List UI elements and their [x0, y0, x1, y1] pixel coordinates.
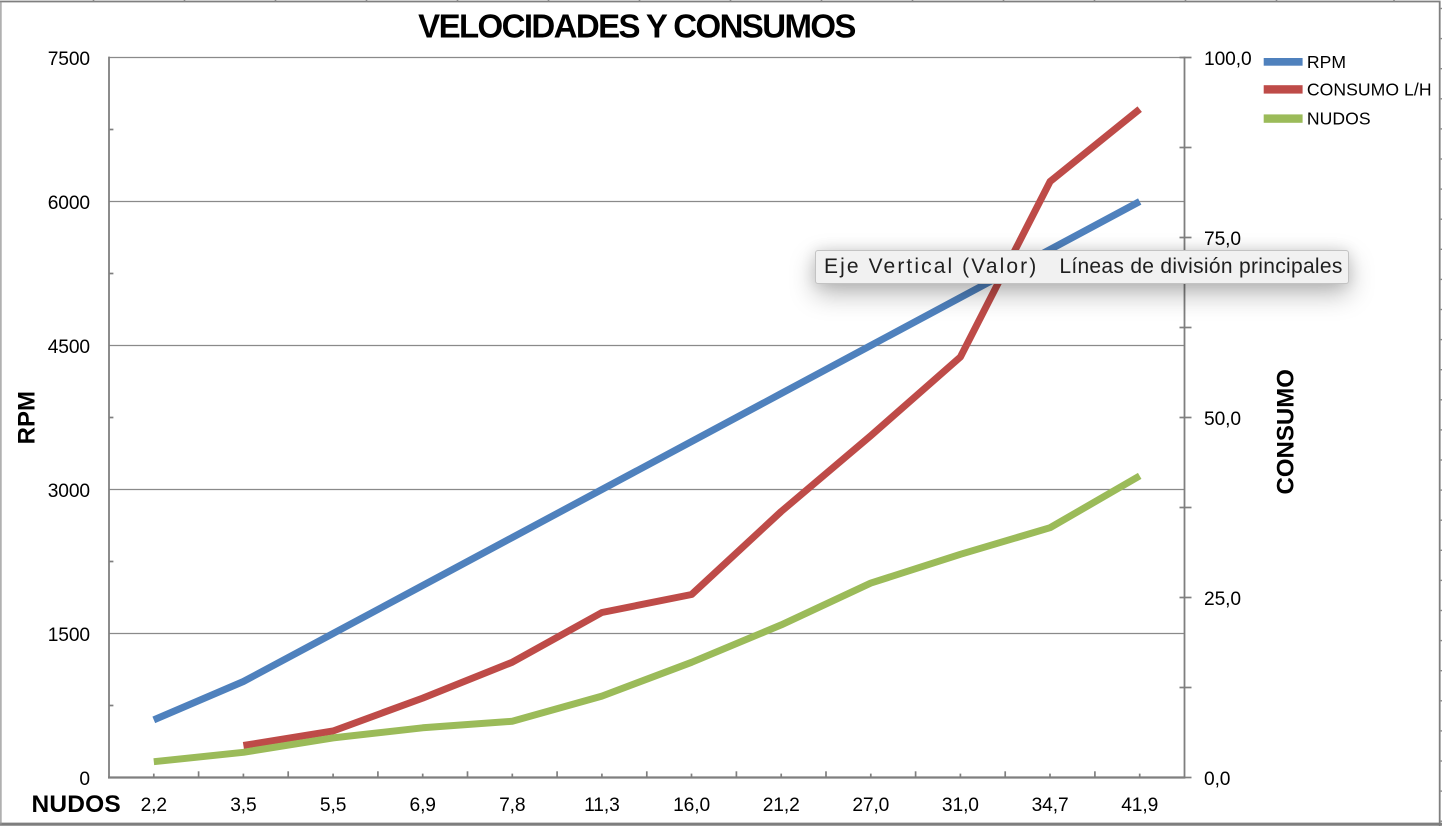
svg-text:21,2: 21,2 — [763, 795, 800, 816]
svg-text:1500: 1500 — [48, 625, 90, 646]
svg-text:100,0: 100,0 — [1204, 49, 1252, 70]
svg-text:5,5: 5,5 — [320, 795, 346, 816]
svg-text:50,0: 50,0 — [1204, 409, 1241, 430]
svg-text:31,0: 31,0 — [942, 795, 979, 816]
svg-text:NUDOS: NUDOS — [1307, 109, 1371, 129]
svg-text:4500: 4500 — [48, 337, 90, 358]
svg-text:6,9: 6,9 — [410, 795, 436, 816]
svg-text:25,0: 25,0 — [1204, 589, 1241, 610]
svg-text:7500: 7500 — [48, 49, 90, 70]
svg-text:41,9: 41,9 — [1121, 795, 1158, 816]
svg-text:0,0: 0,0 — [1204, 769, 1230, 790]
svg-text:27,0: 27,0 — [852, 795, 889, 816]
svg-text:34,7: 34,7 — [1032, 795, 1069, 816]
svg-text:NUDOS: NUDOS — [32, 791, 121, 818]
svg-text:CONSUMO: CONSUMO — [1273, 369, 1300, 494]
svg-text:16,0: 16,0 — [673, 795, 710, 816]
svg-text:7,8: 7,8 — [499, 795, 525, 816]
svg-text:RPM: RPM — [14, 391, 41, 444]
svg-text:3000: 3000 — [48, 481, 90, 502]
svg-text:RPM: RPM — [1307, 52, 1346, 72]
svg-text:0: 0 — [79, 769, 90, 790]
svg-text:6000: 6000 — [48, 193, 90, 214]
svg-text:VELOCIDADES Y CONSUMOS: VELOCIDADES Y CONSUMOS — [418, 8, 855, 45]
svg-text:11,3: 11,3 — [584, 795, 620, 816]
svg-text:CONSUMO L/H: CONSUMO L/H — [1307, 80, 1432, 100]
svg-text:75,0: 75,0 — [1204, 229, 1241, 250]
svg-text:2,2: 2,2 — [141, 795, 167, 816]
svg-text:3,5: 3,5 — [230, 795, 256, 816]
